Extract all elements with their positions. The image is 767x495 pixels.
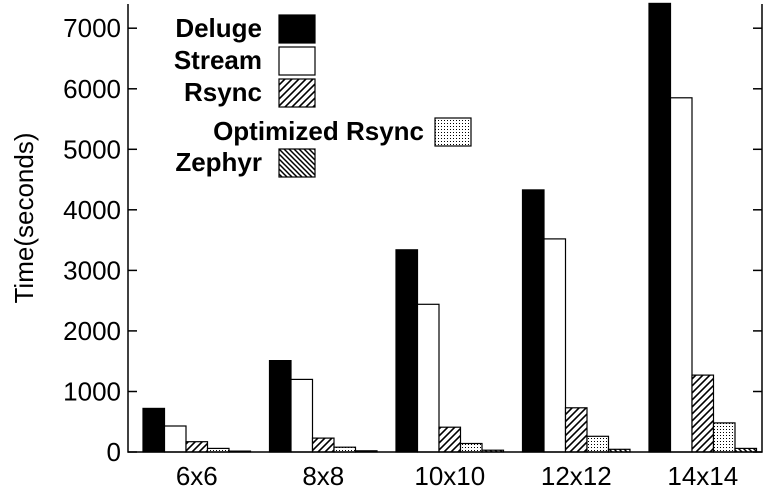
bar-rsync-14x14 — [691, 374, 715, 453]
bar-deluge-8x8 — [268, 360, 292, 453]
legend-label-rsync: Rsync — [184, 77, 262, 107]
bar-deluge-14x14 — [648, 2, 672, 453]
legend-swatch-rsync — [278, 78, 316, 108]
y-tick-label: 2000 — [63, 316, 121, 346]
bar-optimized-rsync-12x12 — [586, 435, 610, 453]
axes-frame — [127, 4, 763, 453]
bar-deluge-10x10 — [395, 249, 419, 453]
bar-rsync-6x6 — [185, 441, 209, 453]
y-tick-label: 0 — [107, 437, 121, 467]
y-tick-label: 6000 — [63, 74, 121, 104]
legend-label-zephyr: Zephyr — [175, 147, 262, 177]
y-tick-label: 3000 — [63, 255, 121, 285]
axes: 6x6 8x8 10x10 12x12 14x14 0 1000 2000 3000 4000 50… — [63, 4, 763, 491]
bar-deluge-12x12 — [521, 189, 545, 453]
x-tick-label: 6x6 — [176, 461, 218, 491]
bar-stream-8x8 — [290, 378, 314, 453]
bar-optimized-rsync-14x14 — [712, 422, 736, 453]
x-tick-label: 14x14 — [667, 461, 738, 491]
y-axis-label: Time(seconds) — [9, 133, 39, 304]
legend-swatch-zephyr — [278, 148, 316, 178]
bar-rsync-12x12 — [564, 407, 588, 453]
x-tick-label: 12x12 — [541, 461, 612, 491]
bar-rsync-10x10 — [438, 426, 462, 453]
y-tick-label: 7000 — [63, 13, 121, 43]
bar-optimized-rsync-10x10 — [459, 442, 483, 453]
bar-rsync-8x8 — [311, 437, 335, 453]
y-tick-label: 5000 — [63, 134, 121, 164]
bar-deluge-6x6 — [142, 407, 166, 453]
bar-stream-12x12 — [543, 238, 567, 453]
legend-label-stream: Stream — [174, 45, 262, 75]
legend-swatch-deluge — [278, 14, 316, 44]
x-tick-label: 8x8 — [302, 461, 344, 491]
plot-area — [142, 2, 758, 453]
legend-label-deluge: Deluge — [175, 13, 262, 43]
bar-stream-14x14 — [669, 97, 693, 453]
legend-label-optimized-rsync: Optimized Rsync — [213, 116, 424, 146]
legend-swatch-stream — [278, 46, 316, 76]
legend-swatch-optimized-rsync — [434, 117, 472, 147]
y-tick-label: 4000 — [63, 195, 121, 225]
bar-stream-6x6 — [163, 425, 187, 453]
y-tick-label: 1000 — [63, 377, 121, 407]
x-tick-label: 10x10 — [414, 461, 485, 491]
bar-stream-10x10 — [416, 303, 440, 453]
